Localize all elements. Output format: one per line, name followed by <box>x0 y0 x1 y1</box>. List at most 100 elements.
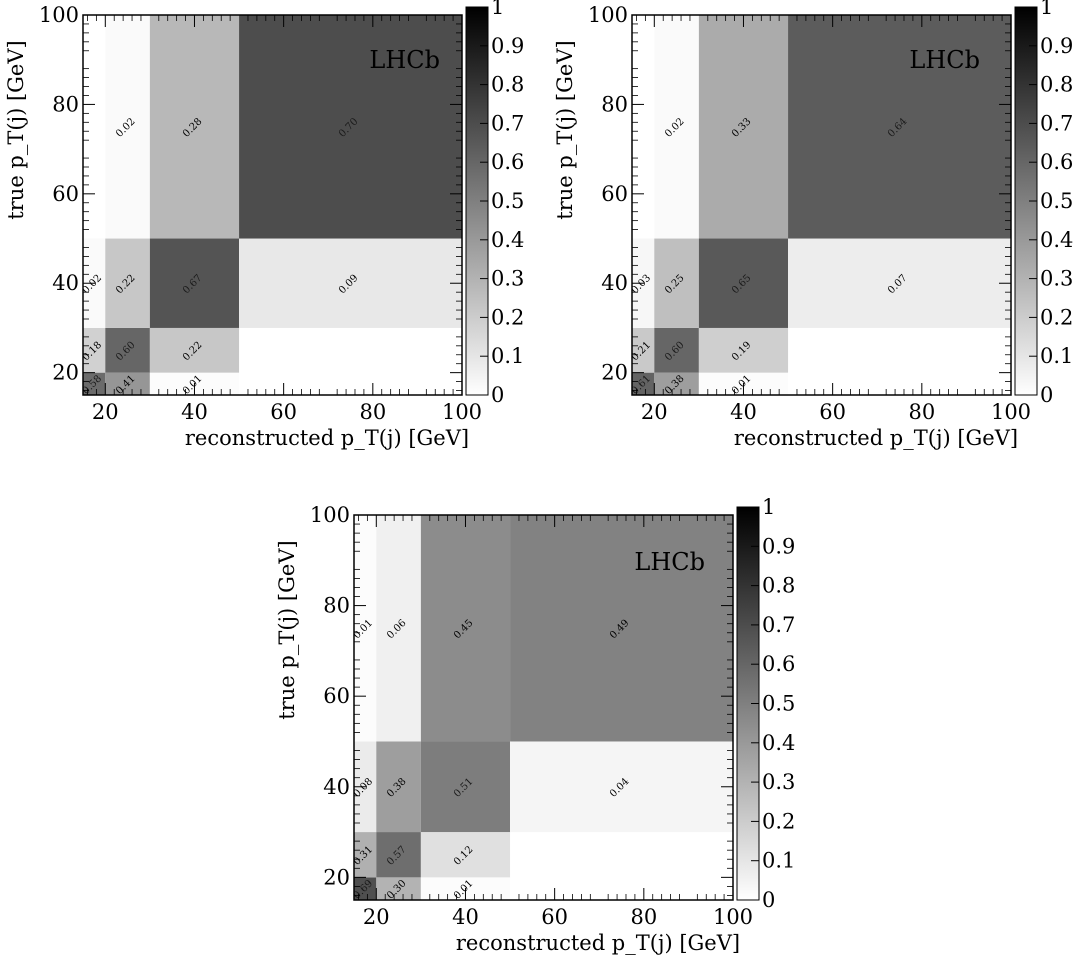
heatmap-cell <box>354 832 377 878</box>
heatmap-cell <box>105 372 150 395</box>
x-tick-label: 60 <box>541 905 568 929</box>
heatmap-cell <box>654 238 699 328</box>
plot-frame <box>631 14 1012 396</box>
colorbar-tick-label: 0.3 <box>762 770 795 794</box>
heatmap-cell <box>788 238 1011 328</box>
y-tick-label: 60 <box>601 182 628 206</box>
colorbar-tick-label: 0.1 <box>491 344 524 368</box>
heatmap-cell <box>83 372 106 395</box>
heatmap-cell <box>510 515 733 742</box>
y-axis-title: true p_T(j) [GeV] <box>275 540 299 719</box>
x-tick-label: 80 <box>630 905 657 929</box>
x-tick-label: 20 <box>641 400 668 424</box>
colorbar-tick-label: 0.6 <box>762 652 795 676</box>
x-tick-label: 100 <box>991 400 1031 424</box>
heatmap-cell <box>149 238 240 328</box>
colorbar-tick-label: 0.4 <box>762 731 795 755</box>
experiment-label: LHCb <box>634 548 705 576</box>
colorbar-tick-label: 0.7 <box>762 613 795 637</box>
y-tick-label: 100 <box>39 3 79 27</box>
y-axis-title: true p_T(j) [GeV] <box>553 40 577 219</box>
heatmap-cell <box>788 15 1011 239</box>
heatmap-panel-1: 0.58 0.41 0.010.18 0.60 0.220.02 0.22 0.67 0.09… <box>4 0 524 450</box>
y-tick-label: 20 <box>323 865 350 889</box>
colorbar-tick-label: 0.8 <box>1040 73 1073 97</box>
colorbar-tick-label: 0.8 <box>762 574 795 598</box>
heatmap-cell <box>376 832 421 878</box>
heatmap-cell <box>376 515 421 742</box>
colorbar-tick-label: 0.9 <box>1040 34 1073 58</box>
colorbar-tick-label: 0 <box>762 888 775 912</box>
heatmap-cell <box>654 372 699 395</box>
heatmap-cell <box>354 877 377 900</box>
colorbar-tick-label: 0.3 <box>491 267 524 291</box>
x-tick-label: 80 <box>359 400 386 424</box>
heatmap-panel-3: 0.69 0.30 0.010.31 0.57 0.120.08 0.38 0.51 0.04… <box>275 495 795 955</box>
heatmap-cell <box>510 741 733 833</box>
heatmap-cell <box>105 327 150 373</box>
x-tick-label: 20 <box>363 905 390 929</box>
heatmap-cell <box>698 238 789 328</box>
colorbar-tick-label: 0.5 <box>491 189 524 213</box>
heatmap-cell <box>376 877 421 900</box>
colorbar-tick-label: 0 <box>1040 383 1053 407</box>
heatmap-cell <box>105 15 150 239</box>
colorbar-tick-label: 0.7 <box>1040 111 1073 135</box>
experiment-label: LHCb <box>909 46 980 74</box>
y-tick-label: 40 <box>52 271 79 295</box>
x-tick-label: 40 <box>730 400 757 424</box>
heatmap-cell <box>239 238 462 328</box>
colorbar-tick-label: 0.2 <box>491 305 524 329</box>
colorbar-tick-label: 0.9 <box>491 34 524 58</box>
colorbar: 0 0.1 0.2 0.3 0.4 0.5 0.6 0.7 0.8 0.9 1 <box>1014 0 1073 407</box>
heatmap-cell <box>698 15 789 239</box>
y-tick-label: 100 <box>310 503 350 527</box>
colorbar-tick-label: 0.4 <box>1040 228 1073 252</box>
heatmap-cell <box>420 741 511 833</box>
x-tick-label: 60 <box>270 400 297 424</box>
y-tick-label: 60 <box>323 684 350 708</box>
colorbar-tick-label: 0.8 <box>491 73 524 97</box>
heatmap-cell <box>105 238 150 328</box>
colorbar-tick-label: 0 <box>491 383 504 407</box>
heatmap-cell <box>654 15 699 239</box>
colorbar: 0 0.1 0.2 0.3 0.4 0.5 0.6 0.7 0.8 0.9 1 <box>465 0 524 407</box>
x-tick-label: 80 <box>908 400 935 424</box>
heatmap-cell <box>420 832 511 878</box>
colorbar-tick-label: 1 <box>762 495 775 519</box>
x-tick-label: 40 <box>452 905 479 929</box>
x-tick-label: 40 <box>181 400 208 424</box>
y-tick-label: 40 <box>323 775 350 799</box>
colorbar-tick-label: 0.1 <box>762 849 795 873</box>
y-tick-label: 80 <box>601 92 628 116</box>
colorbar-tick-label: 0.5 <box>1040 189 1073 213</box>
y-tick-label: 20 <box>52 361 79 385</box>
colorbar-tick-label: 0.4 <box>491 228 524 252</box>
x-axis-title: reconstructed p_T(j) [GeV] <box>734 426 1018 450</box>
heatmap-cell <box>654 327 699 373</box>
plot-frame <box>82 14 463 396</box>
plot-frame <box>353 514 734 901</box>
y-axis-title: true p_T(j) [GeV] <box>4 40 28 219</box>
colorbar-tick-label: 0.6 <box>1040 150 1073 174</box>
heatmap-cell <box>420 515 511 742</box>
x-tick-label: 100 <box>713 905 753 929</box>
colorbar-tick-label: 0.6 <box>491 150 524 174</box>
x-axis-title: reconstructed p_T(j) [GeV] <box>456 931 740 955</box>
colorbar-tick-label: 0.2 <box>762 809 795 833</box>
colorbar-tick-label: 1 <box>491 0 504 19</box>
heatmap-panel-2: 0.61 0.38 0.010.21 0.60 0.190.03 0.25 0.65 0.07… <box>553 0 1073 450</box>
x-axis-title: reconstructed p_T(j) [GeV] <box>185 426 469 450</box>
heatmap-cell <box>376 741 421 833</box>
y-tick-label: 60 <box>52 182 79 206</box>
heatmap-cell <box>632 372 655 395</box>
y-tick-label: 20 <box>601 361 628 385</box>
colorbar-tick-label: 0.7 <box>491 111 524 135</box>
y-tick-label: 100 <box>588 3 628 27</box>
heatmap-cell <box>149 327 240 373</box>
colorbar-tick-label: 0.2 <box>1040 305 1073 329</box>
heatmap-cell <box>354 515 377 742</box>
y-tick-label: 40 <box>601 271 628 295</box>
y-tick-label: 80 <box>52 92 79 116</box>
heatmap-cell <box>632 327 655 373</box>
